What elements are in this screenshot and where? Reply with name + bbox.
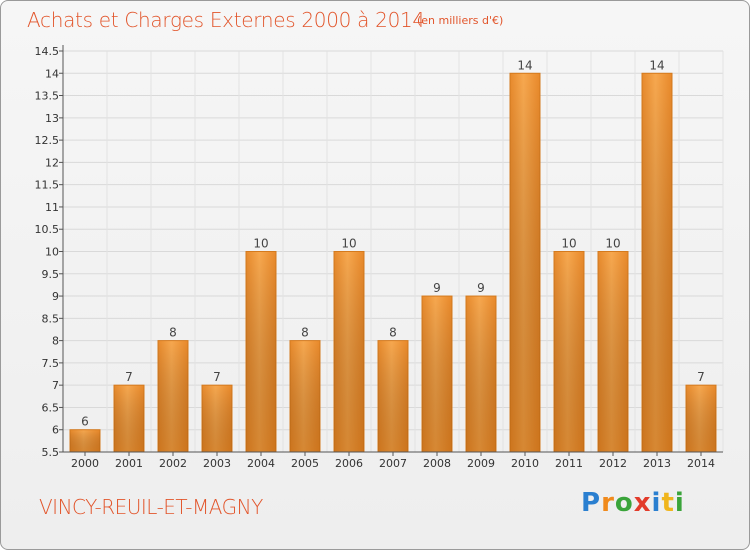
bar-shade xyxy=(510,73,540,453)
bar-shade xyxy=(290,340,320,452)
x-tick-label: 2001 xyxy=(115,457,143,470)
x-tick-label: 2009 xyxy=(467,457,495,470)
x-tick-label: 2002 xyxy=(159,457,187,470)
x-tick-label: 2007 xyxy=(379,457,407,470)
y-tick-label: 7 xyxy=(52,379,59,392)
logo-letter: P xyxy=(581,488,602,518)
commune-name: VINCY-REUIL-ET-MAGNY xyxy=(39,495,263,519)
x-tick-label: 2014 xyxy=(687,457,715,470)
x-tick-label: 2003 xyxy=(203,457,231,470)
bar-value-label: 9 xyxy=(433,281,441,295)
x-tick-label: 2006 xyxy=(335,457,363,470)
logo-letter: i xyxy=(674,488,685,518)
bar-value-label: 14 xyxy=(649,58,664,72)
y-tick-label: 9.5 xyxy=(42,268,60,281)
y-tick-label: 13.5 xyxy=(35,90,60,103)
bar-shade xyxy=(202,385,232,452)
bar-value-label: 9 xyxy=(477,281,485,295)
bar-value-label: 8 xyxy=(389,326,397,340)
bar-shade xyxy=(158,340,188,452)
bar-value-label: 8 xyxy=(169,326,177,340)
y-tick-label: 5.5 xyxy=(42,446,60,459)
logo-letter: i xyxy=(651,488,662,518)
chart-subtitle: (en milliers d'€) xyxy=(417,14,504,27)
y-tick-label: 10 xyxy=(45,246,59,259)
bar-shade xyxy=(114,385,144,452)
y-tick-label: 6.5 xyxy=(42,401,60,414)
bar-value-label: 7 xyxy=(125,370,133,384)
bar-shade xyxy=(378,340,408,452)
bar-value-label: 7 xyxy=(213,370,221,384)
y-tick-label: 9 xyxy=(52,290,59,303)
bar-shade xyxy=(686,385,716,452)
y-tick-label: 11 xyxy=(45,201,59,214)
bar-value-label: 7 xyxy=(697,370,705,384)
bar-shade xyxy=(642,73,672,453)
bar-value-label: 10 xyxy=(341,237,356,251)
bar-shade xyxy=(554,251,584,452)
bar-value-label: 10 xyxy=(561,237,576,251)
y-tick-label: 14 xyxy=(45,67,59,80)
bar-shade xyxy=(246,251,276,452)
bar-value-label: 8 xyxy=(301,326,309,340)
y-tick-label: 12 xyxy=(45,156,59,169)
x-tick-label: 2004 xyxy=(247,457,275,470)
proxiti-logo: Proxiti xyxy=(581,488,685,518)
logo-letter: x xyxy=(633,488,652,518)
y-tick-label: 14.5 xyxy=(35,45,60,58)
x-tick-label: 2010 xyxy=(511,457,539,470)
bar-shade xyxy=(422,296,452,452)
y-tick-label: 8.5 xyxy=(42,312,60,325)
x-tick-label: 2000 xyxy=(71,457,99,470)
y-tick-label: 7.5 xyxy=(42,357,60,370)
logo-letter: r xyxy=(601,488,615,518)
y-tick-label: 10.5 xyxy=(35,223,60,236)
logo-letter: t xyxy=(661,488,675,518)
x-tick-label: 2012 xyxy=(599,457,627,470)
bar-value-label: 14 xyxy=(517,58,532,72)
x-tick-label: 2011 xyxy=(555,457,583,470)
y-tick-label: 8 xyxy=(52,335,59,348)
y-tick-label: 6 xyxy=(52,424,59,437)
bar-value-label: 10 xyxy=(605,237,620,251)
bar-value-label: 10 xyxy=(253,237,268,251)
bar-shade xyxy=(598,251,628,452)
bar-shade xyxy=(70,429,100,452)
y-tick-label: 13 xyxy=(45,112,59,125)
bar-value-label: 6 xyxy=(81,415,89,429)
bar-shade xyxy=(334,251,364,452)
y-tick-label: 12.5 xyxy=(35,134,60,147)
x-tick-label: 2008 xyxy=(423,457,451,470)
bar-shade xyxy=(466,296,496,452)
x-tick-label: 2013 xyxy=(643,457,671,470)
x-tick-label: 2005 xyxy=(291,457,319,470)
logo-letter: o xyxy=(614,488,634,518)
y-tick-label: 11.5 xyxy=(35,179,60,192)
chart-title: Achats et Charges Externes 2000 à 2014 xyxy=(27,8,425,32)
